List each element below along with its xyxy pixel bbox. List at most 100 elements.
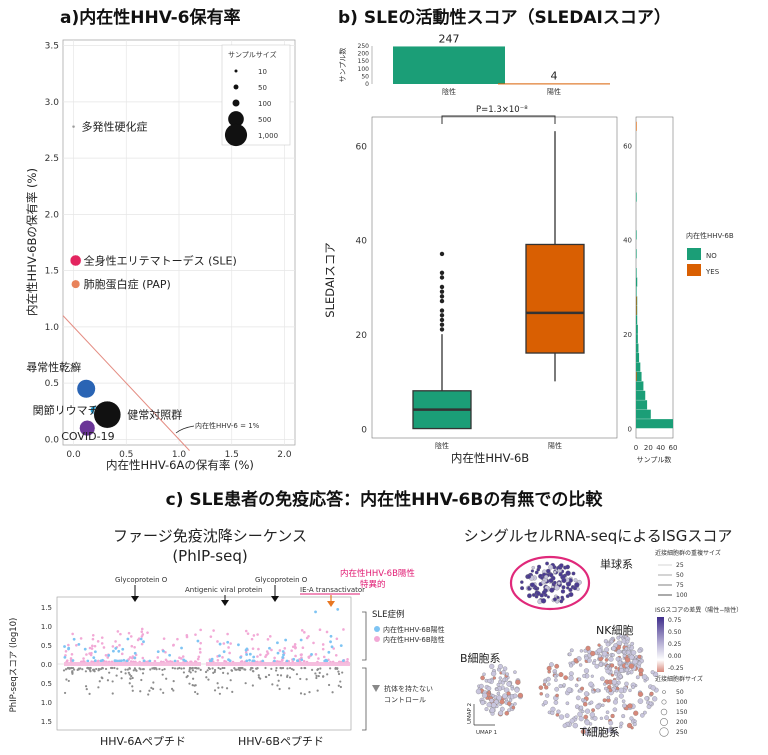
umap-cell-t xyxy=(577,711,583,717)
panel-b-legend-swatch-no xyxy=(687,248,701,260)
umap-cell-b xyxy=(506,691,511,696)
umap-cell-t xyxy=(588,722,593,726)
panel-a-ylabel: 内在性HHV-6Bの保有率 (%) xyxy=(25,168,39,316)
phipseq-neg-dot xyxy=(82,657,85,660)
box-outlier xyxy=(439,327,445,332)
phipseq-neg-dot xyxy=(283,647,287,650)
panel-c-left-title-2: (PhIP-seq) xyxy=(172,547,247,565)
umap-cell-t xyxy=(591,661,596,665)
phipseq-control-dot xyxy=(327,683,331,687)
phipseq-legend-neg: 内在性HHV-6B陰性 xyxy=(383,635,445,644)
phipseq-control-dot xyxy=(196,692,199,695)
phipseq-legend-neg-dot xyxy=(374,636,380,642)
panel-a-xlabel: 内在性HHV-6Aの保有率 (%) xyxy=(106,458,254,472)
panel-a-points xyxy=(69,124,122,437)
hist-xtick: 0 xyxy=(634,444,638,452)
phipseq-neg-dot xyxy=(300,656,303,660)
phipseq-control-dot xyxy=(185,676,188,679)
phipseq-control-dot xyxy=(322,675,325,678)
phipseq-neg-dot xyxy=(64,650,68,653)
umap-cell-t xyxy=(610,713,615,719)
phipseq-neg-dot xyxy=(75,644,78,647)
umap-cell-t xyxy=(621,699,626,704)
phipseq-control-dot xyxy=(85,688,88,691)
phipseq-neg-dot xyxy=(156,656,160,659)
umap-cell-nk xyxy=(611,646,617,651)
phipseq-neg-dot xyxy=(229,642,232,645)
umap-cell-t xyxy=(587,658,592,663)
umap-cell-t xyxy=(566,687,572,693)
phipseq-neg-dot xyxy=(346,658,349,661)
umap-cell-monocyte xyxy=(536,567,541,572)
phipseq-control-dot xyxy=(159,688,162,691)
box-category: 陽性 xyxy=(548,441,562,450)
phipseq-control-dot xyxy=(141,672,145,675)
phipseq-pos-dot xyxy=(142,659,146,663)
umap-cell-t xyxy=(590,650,596,657)
umap-cell-b xyxy=(475,688,482,695)
box-outlier xyxy=(439,270,445,275)
phipseq-control-dot xyxy=(128,667,131,670)
panel-a-point xyxy=(79,420,96,437)
panel-a-ticks: 0.0 0.5 1.0 1.5 2.0 0.0 0.5 1.0 1.5 2.0 2.5 3.0 3.5 xyxy=(45,42,292,460)
panel-b-top-ylabel: サンプル数 xyxy=(338,48,347,83)
top-ytick: 100 xyxy=(358,66,370,73)
umap-cell-t xyxy=(554,686,560,692)
hist-ytick: 60 xyxy=(623,142,632,150)
umap-cell-monocyte xyxy=(541,580,546,585)
hist-ytick: 0 xyxy=(628,426,632,434)
phipseq-control-dot xyxy=(67,679,70,683)
umap-cell-monocyte xyxy=(548,578,554,583)
umap-cell-monocyte xyxy=(557,581,561,586)
phipseq-control-dot xyxy=(127,671,130,674)
phipseq-neg-dot xyxy=(196,657,200,661)
phipseq-control-dot xyxy=(341,671,344,674)
phipseq-neg-dot xyxy=(172,643,175,647)
umap-legend-n-dot xyxy=(660,718,668,726)
phipseq-ytick: 1.5 xyxy=(41,718,52,726)
phipseq-control-dot xyxy=(178,666,181,670)
phipseq-neg-dot xyxy=(199,641,202,645)
phipseq-pos-dot xyxy=(63,655,67,659)
umap-cell-b xyxy=(482,692,488,699)
phipseq-neg-dot xyxy=(140,642,144,646)
panel-a-point xyxy=(93,400,122,429)
umap-cell-t xyxy=(558,684,563,689)
phipseq-pos-dot xyxy=(122,658,126,662)
phipseq-neg-dot xyxy=(69,657,73,660)
umap-cell-b xyxy=(496,695,502,701)
umap-legend-n-dot xyxy=(661,699,667,705)
box-outlier xyxy=(439,298,445,304)
umap-cell-b xyxy=(484,707,489,712)
phipseq-control-dot xyxy=(161,668,164,672)
phipseq-pos-dot xyxy=(314,610,317,614)
umap-cell-b xyxy=(502,693,508,699)
box-outlier xyxy=(439,284,445,290)
phipseq-neg-dot xyxy=(300,629,304,632)
phipseq-pos-dot xyxy=(218,642,222,646)
phipseq-pos-dot xyxy=(327,650,331,654)
phipseq-control-dot xyxy=(230,669,234,672)
umap-cell-b xyxy=(502,677,507,682)
umap-cell-monocyte xyxy=(568,592,574,597)
phipseq-control-dot xyxy=(319,667,322,670)
phipseq-neg-dot xyxy=(273,656,276,660)
phipseq-pos-dot xyxy=(282,653,285,657)
phipseq-control-dot xyxy=(217,686,220,689)
phipseq-control-dot xyxy=(131,685,134,688)
phipseq-control-dot xyxy=(303,693,306,696)
umap-cell-monocyte xyxy=(540,598,547,604)
phipseq-pos-dot xyxy=(244,648,248,652)
umap-cell-t xyxy=(580,686,585,691)
umap-cell-b xyxy=(496,691,501,696)
hist-bar xyxy=(636,390,646,400)
umap-legend-isg-tick: 0.50 xyxy=(668,629,682,636)
umap-cell-t xyxy=(538,685,544,690)
phipseq-control-dot xyxy=(129,677,132,680)
phipseq-control-dot xyxy=(299,692,303,695)
panel-a-ytick: 0.0 xyxy=(45,435,60,445)
box-body xyxy=(525,243,585,354)
umap-cell-nk xyxy=(627,644,631,648)
umap-cell-monocyte xyxy=(573,578,578,583)
umap-legend-isg-tick: 0.75 xyxy=(668,617,682,624)
